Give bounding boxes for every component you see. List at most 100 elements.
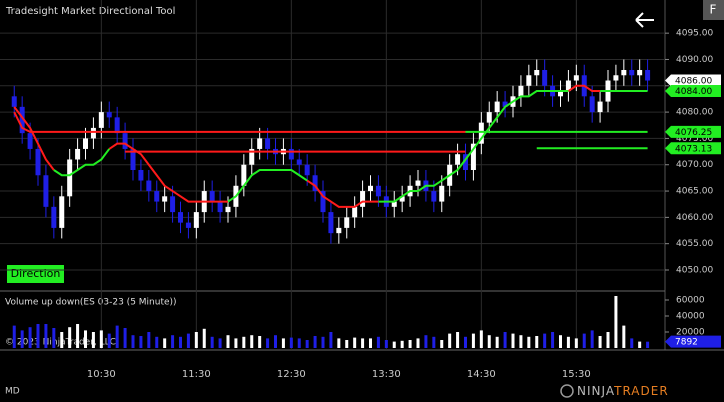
candle-body bbox=[526, 75, 532, 86]
candle-body bbox=[51, 206, 57, 228]
candle-body bbox=[304, 164, 310, 176]
candle-body bbox=[11, 96, 17, 107]
candle-body bbox=[98, 112, 104, 128]
f-button-label[interactable]: F bbox=[710, 3, 717, 17]
y-tick-label: 20000 bbox=[676, 328, 705, 338]
candle-body bbox=[257, 138, 263, 149]
price-tag bbox=[665, 142, 721, 155]
candle-body bbox=[320, 191, 326, 213]
volume-bar bbox=[456, 332, 460, 348]
candle-body bbox=[35, 148, 41, 176]
candle-body bbox=[502, 101, 508, 107]
price-tag bbox=[665, 85, 721, 98]
volume-bar bbox=[131, 335, 135, 348]
volume-bar bbox=[440, 340, 444, 348]
candle-body bbox=[637, 70, 643, 76]
candle-body bbox=[629, 70, 635, 76]
candle-body bbox=[558, 91, 563, 97]
volume-bar bbox=[574, 338, 578, 348]
volume-bar bbox=[202, 328, 206, 348]
volume-bar bbox=[464, 336, 467, 348]
volume-bar bbox=[68, 327, 72, 348]
candle-body bbox=[178, 212, 183, 223]
logo-icon bbox=[560, 384, 574, 398]
volume-bar bbox=[590, 330, 594, 348]
candle-body bbox=[399, 196, 405, 202]
price-tag bbox=[665, 125, 721, 138]
volume-bar bbox=[44, 324, 48, 348]
volume-bar bbox=[471, 333, 475, 348]
candle-body bbox=[565, 80, 571, 92]
candle-body bbox=[114, 117, 120, 134]
indicator-line bbox=[13, 111, 466, 133]
candle-body bbox=[296, 159, 302, 165]
volume-bar bbox=[115, 325, 119, 348]
price-tag-label: 4084.00 bbox=[675, 87, 712, 97]
logo-ninja: NINJA bbox=[577, 384, 615, 398]
volume-bar bbox=[361, 338, 365, 348]
volume-bar bbox=[598, 336, 602, 348]
candle-body bbox=[59, 196, 65, 228]
volume-bar bbox=[337, 338, 341, 348]
volume-bar bbox=[313, 336, 317, 348]
volume-bar bbox=[416, 338, 420, 348]
volume-bar bbox=[408, 340, 412, 348]
volume-bar bbox=[76, 324, 80, 348]
volume-bar bbox=[551, 332, 555, 348]
candle-body bbox=[415, 180, 421, 186]
candle-body bbox=[312, 175, 318, 192]
volume-bar bbox=[369, 338, 372, 348]
volume-bar bbox=[36, 324, 40, 348]
volume-bar bbox=[171, 335, 175, 348]
candle-body bbox=[75, 148, 81, 160]
volume-bar bbox=[305, 340, 309, 348]
candle-body bbox=[19, 106, 25, 134]
volume-bar bbox=[139, 336, 143, 348]
candle-body bbox=[209, 191, 215, 202]
volume-bar bbox=[99, 330, 103, 348]
f-button[interactable] bbox=[703, 0, 724, 20]
candle-body bbox=[470, 143, 476, 170]
volume-bar bbox=[400, 340, 404, 348]
volume-bar bbox=[566, 336, 570, 348]
candle-body bbox=[106, 112, 112, 118]
volume-bar bbox=[84, 330, 87, 348]
volume-bar bbox=[432, 336, 436, 348]
x-tick-label: 15:30 bbox=[562, 369, 591, 380]
candle-body bbox=[225, 206, 231, 213]
y-tick-label: 40000 bbox=[676, 312, 705, 322]
volume-bar bbox=[155, 336, 159, 348]
candle-body bbox=[27, 133, 33, 149]
candle-body bbox=[344, 217, 350, 228]
y-tick-label: 4070.00 bbox=[676, 160, 713, 170]
candle-body bbox=[154, 191, 160, 202]
candle-body bbox=[597, 101, 603, 113]
candle-body bbox=[542, 70, 548, 86]
indicator-line bbox=[567, 84, 601, 93]
volume-title: Volume up down(ES 03-23 (5 Minute)) bbox=[5, 298, 177, 308]
candle-body bbox=[328, 212, 334, 234]
volume-bar bbox=[186, 333, 190, 348]
price-tag-label: 4073.13 bbox=[675, 144, 712, 154]
back-arrow[interactable] bbox=[635, 12, 654, 28]
volume-bar bbox=[527, 336, 531, 348]
candle-body bbox=[439, 185, 445, 202]
volume-bar bbox=[289, 337, 293, 348]
direction-button-label[interactable]: Direction bbox=[11, 267, 61, 280]
volume-bar bbox=[630, 338, 634, 348]
candle-body bbox=[455, 154, 461, 165]
volume-bar bbox=[234, 338, 238, 348]
y-tick-label: 60000 bbox=[676, 296, 705, 306]
candle-body bbox=[518, 85, 524, 97]
indicator-line bbox=[227, 169, 308, 203]
volume-bar bbox=[622, 325, 626, 348]
volume-bar bbox=[274, 335, 277, 348]
candle-body bbox=[431, 191, 437, 202]
candle-body bbox=[130, 148, 136, 170]
volume-bar bbox=[266, 338, 270, 348]
volume-bar bbox=[543, 333, 547, 348]
x-tick-label: 11:30 bbox=[182, 369, 211, 380]
volume-bar bbox=[297, 338, 301, 348]
candle-body bbox=[494, 101, 500, 113]
candle-body bbox=[589, 96, 595, 113]
